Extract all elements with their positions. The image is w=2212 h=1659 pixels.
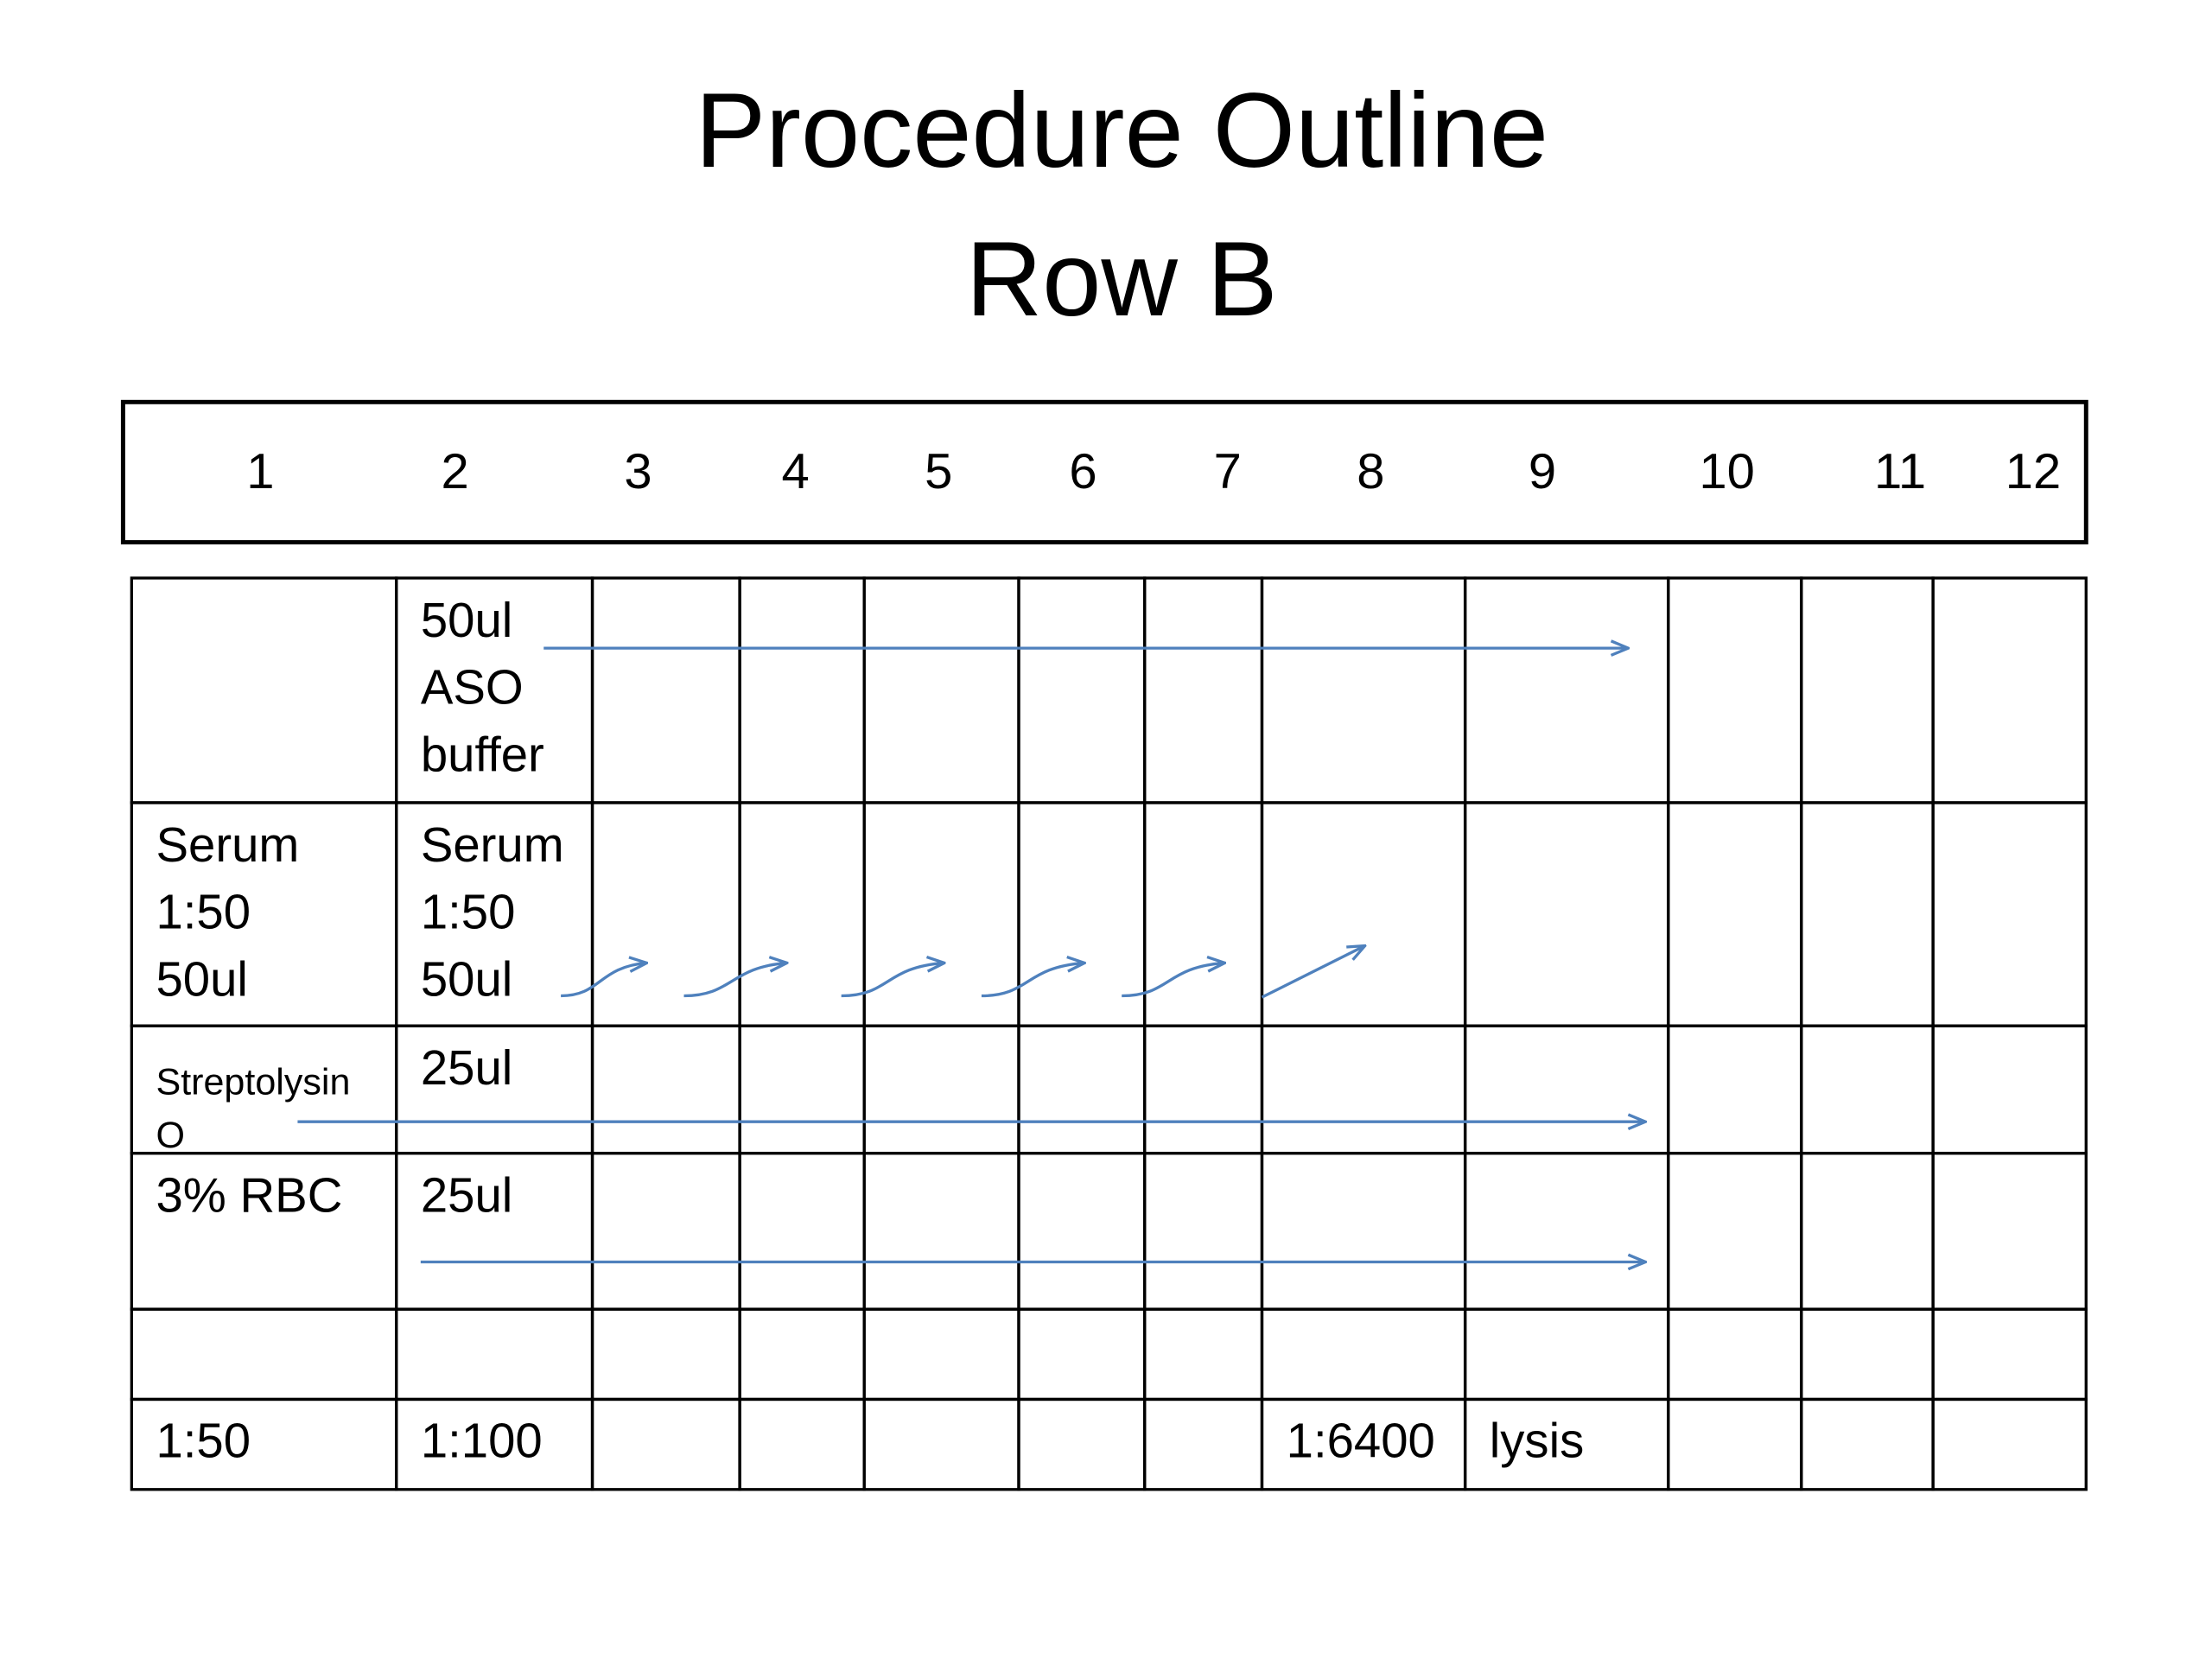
header-label: 4 <box>782 444 810 499</box>
cell-text: 25ul <box>421 1168 512 1223</box>
arrows <box>297 648 1645 1262</box>
cell-text: 50ul <box>421 593 512 647</box>
cell-text: Serum <box>156 817 299 872</box>
header-label: 5 <box>925 444 952 499</box>
arrow <box>1261 946 1364 999</box>
table: 50ul ASO buffer Serum 1:50 50ul Serum 1:50 50ul S… <box>130 576 2088 1491</box>
cell-text: 25ul <box>421 1040 512 1095</box>
cell-text: Streptolysin <box>156 1062 350 1103</box>
arrow <box>561 963 646 998</box>
header-label: 9 <box>1529 444 1556 499</box>
header-label: 7 <box>1214 444 1242 499</box>
cell-text: lysis <box>1490 1413 1584 1467</box>
header-label: 3 <box>624 444 652 499</box>
arrow <box>841 963 944 998</box>
cell-text: Serum <box>421 817 564 872</box>
cell-text: 3% RBC <box>156 1168 342 1223</box>
arrow <box>981 963 1084 998</box>
cell-text: buffer <box>421 727 544 781</box>
title-line: Row B <box>966 219 1278 338</box>
table-cell <box>1931 1397 2088 1491</box>
cell-text: 1:50 <box>156 1413 251 1467</box>
cell-text: O <box>156 1115 184 1156</box>
arrow <box>1122 963 1224 998</box>
header-label: 6 <box>1069 444 1096 499</box>
cell-text: 50ul <box>156 951 247 1006</box>
header-label: 11 <box>1874 444 1926 499</box>
cell-text: 1:6400 <box>1287 1413 1435 1467</box>
header-box <box>120 399 2088 545</box>
header-label: 8 <box>1357 444 1384 499</box>
header-label: 12 <box>2005 444 2061 499</box>
header-label: 2 <box>441 444 468 499</box>
cell-text: 1:50 <box>421 885 516 939</box>
arrow <box>683 963 787 998</box>
header-label: 1 <box>246 444 274 499</box>
header-label: 10 <box>1699 444 1754 499</box>
title-line: Procedure Outline <box>695 71 1548 189</box>
cell-text: 50ul <box>421 951 512 1006</box>
cell-text: ASO <box>421 660 524 715</box>
cell-text: 1:100 <box>421 1413 543 1467</box>
cell-text: 1:50 <box>156 885 251 939</box>
